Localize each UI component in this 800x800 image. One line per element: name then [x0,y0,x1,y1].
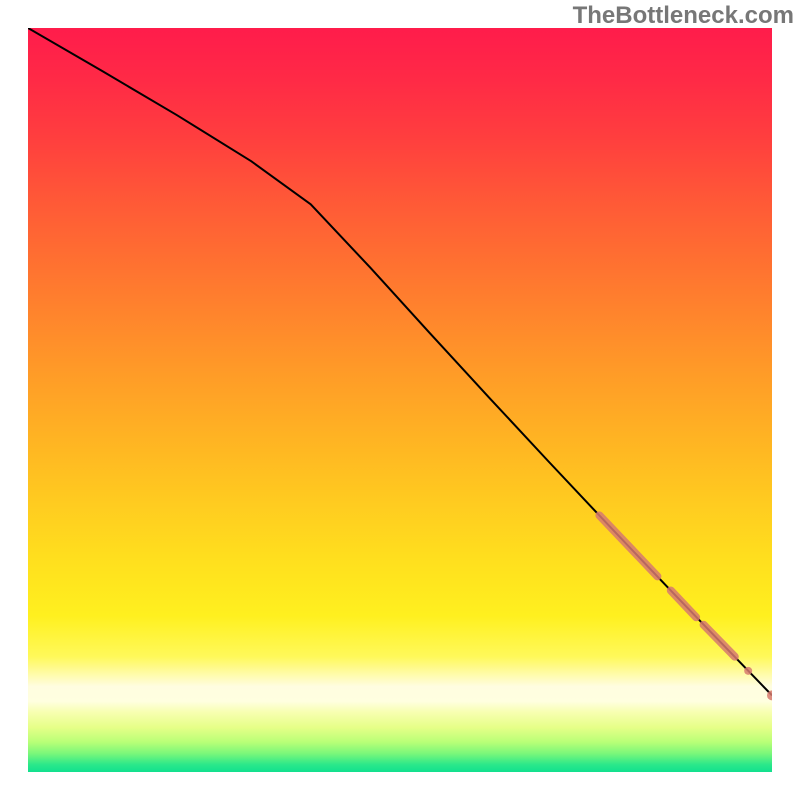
chart-background [28,28,772,772]
chart-container: TheBottleneck.com [0,0,800,800]
marker-dot [744,667,752,675]
chart-svg [28,28,772,772]
watermark-text: TheBottleneck.com [573,2,794,30]
chart-area [28,28,772,772]
